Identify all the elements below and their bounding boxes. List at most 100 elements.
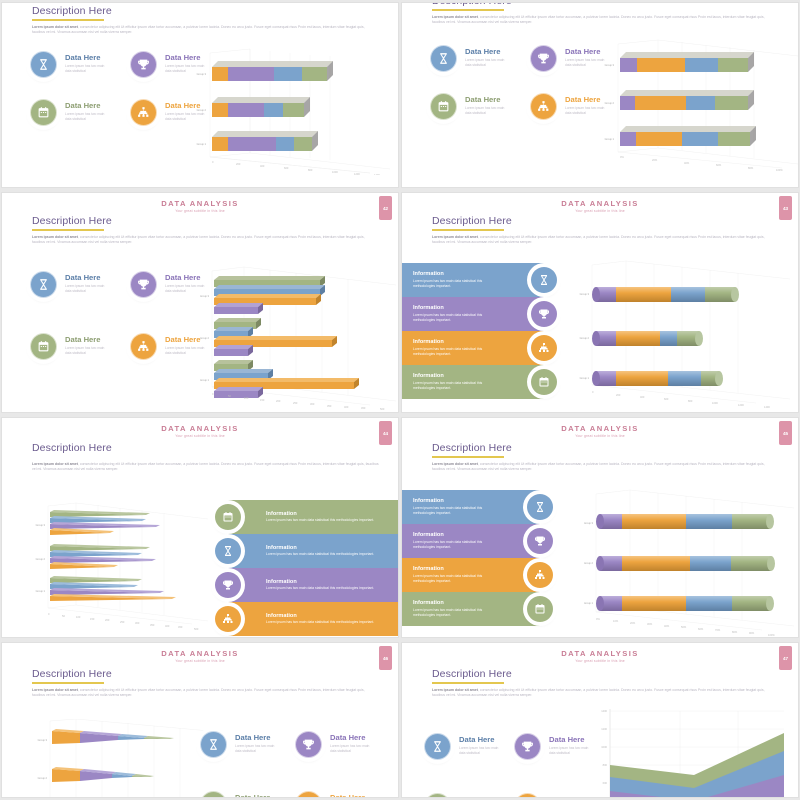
chart-cylinder-3d-43[interactable]: Group 3 Group 2 Group 1	[578, 259, 793, 409]
info-bar[interactable]: Information Lorem ipsum has two main dat…	[402, 263, 557, 297]
slide-45[interactable]: DATA ANALYSIS Your great subtitle in thi…	[402, 418, 798, 637]
svg-text:60%: 60%	[698, 627, 704, 631]
slide-44[interactable]: DATA ANALYSIS Your great subtitle in thi…	[2, 418, 398, 637]
chart-cone-stacked-46[interactable]: Group 3 Group 2 Group 1	[22, 719, 212, 797]
data-item-body: Lorem ipsum has two main data statistica…	[165, 112, 205, 122]
header-title: DATA ANALYSIS	[561, 649, 639, 658]
title-underline	[432, 9, 504, 12]
info-bar-title: Information	[413, 600, 444, 607]
info-bar[interactable]: Information Lorem ipsum has two main dat…	[402, 490, 553, 524]
header-title: DATA ANALYSIS	[161, 649, 239, 658]
info-bar[interactable]: Information Lorem ipsum has two main dat…	[215, 534, 398, 568]
info-bar[interactable]: Information Lorem ipsum has two main dat…	[402, 365, 557, 399]
info-bar[interactable]: Information Lorem ipsum has two main dat…	[402, 592, 553, 626]
svg-text:500: 500	[194, 627, 199, 630]
svg-text:400: 400	[260, 164, 265, 168]
trophy-icon	[531, 301, 557, 327]
title-underline	[32, 229, 104, 232]
info-bar[interactable]: Information Lorem ipsum has two main dat…	[402, 331, 557, 365]
svg-text:0: 0	[592, 390, 594, 394]
svg-text:350: 350	[327, 404, 332, 408]
title-underline	[32, 19, 104, 22]
slide-42[interactable]: DATA ANALYSIS Your great subtitle in thi…	[2, 193, 398, 412]
page-title: Description Here	[32, 442, 112, 454]
body-rest: , consectetur adipiscing elit Ut efficit…	[32, 688, 365, 698]
slide-header: DATA ANALYSIS Your great subtitle in thi…	[2, 649, 398, 663]
data-item-title: Data Here	[565, 95, 601, 104]
hourglass-icon	[30, 51, 57, 78]
slide-43[interactable]: DATA ANALYSIS Your great subtitle in thi…	[402, 193, 798, 412]
svg-text:0: 0	[212, 392, 214, 396]
svg-text:100%: 100%	[776, 168, 783, 171]
info-bar[interactable]: Information Lorem ipsum has two main dat…	[402, 297, 557, 331]
info-bar-title: Information	[413, 532, 444, 539]
chart-cone-3d-44[interactable]: Group 3 Group 2 Group 1	[20, 500, 210, 630]
svg-text:80%: 80%	[732, 630, 738, 634]
trophy-icon	[130, 51, 157, 78]
slide-2[interactable]: Description Here Lorem ipsum dolor sit a…	[402, 3, 798, 187]
info-bar-body: Lorem ipsum has two main data statistica…	[413, 573, 483, 583]
info-bar[interactable]: Information Lorem ipsum has two main dat…	[402, 558, 553, 592]
svg-text:Group 3: Group 3	[38, 738, 48, 742]
chart-cylinder-3d-45[interactable]: Group 3 Group 2 Group 1	[584, 488, 796, 636]
data-item[interactable]: Data Here Lorem ipsum has two main data s…	[130, 99, 230, 147]
data-item-title: Data Here	[65, 273, 101, 282]
svg-text:1400: 1400	[374, 173, 380, 175]
data-item-title: Data Here	[235, 793, 277, 797]
chart-area-47[interactable]: 1400 1200 1000 800 600	[588, 705, 788, 797]
slide-47[interactable]: DATA ANALYSIS Your great subtitle in thi…	[402, 643, 798, 797]
info-bar[interactable]: Information Lorem ipsum has two main dat…	[215, 500, 398, 534]
svg-text:250: 250	[293, 401, 298, 405]
hourglass-icon	[527, 494, 553, 520]
chart-grouped-3d-42[interactable]: Group 3 Group 2 Group 1	[200, 265, 398, 410]
svg-text:400: 400	[640, 395, 645, 399]
info-bar[interactable]: Information Lorem ipsum has two main dat…	[402, 524, 553, 558]
data-item-body: Lorem ipsum has two main data statistica…	[165, 346, 205, 356]
chart-stacked-3d-1[interactable]: Group 3 Group 2 Group 1	[192, 45, 392, 175]
svg-text:Group 3: Group 3	[605, 63, 615, 67]
info-bar[interactable]: Information Lorem ipsum has two main dat…	[215, 568, 398, 602]
data-item-title: Data Here	[165, 101, 201, 110]
svg-text:20%: 20%	[630, 621, 636, 625]
info-bar-body: Lorem ipsum has two main data statistica…	[266, 586, 375, 591]
svg-text:1000: 1000	[601, 745, 607, 749]
page-number-badge: 45	[779, 421, 792, 445]
header-subtitle: Your great subtitle in this line	[175, 434, 225, 438]
hierarchy-icon	[530, 93, 557, 120]
chart-stacked-3d-2[interactable]: Group 3 Group 2 Group 1 0% 20% 40% 6	[600, 36, 798, 171]
y-axis-ticks: 1400 1200 1000 800 600	[601, 709, 607, 785]
hourglass-icon	[200, 731, 227, 758]
svg-text:0: 0	[48, 612, 50, 616]
slide-1[interactable]: Description Here Lorem ipsum dolor sit a…	[2, 3, 398, 187]
info-bar-body: Lorem ipsum has two main data statistica…	[413, 380, 483, 390]
slide-46[interactable]: DATA ANALYSIS Your great subtitle in thi…	[2, 643, 398, 797]
data-item-body: Lorem ipsum has two main data statistica…	[65, 112, 105, 122]
page-title: Description Here	[432, 668, 512, 680]
header-subtitle: Your great subtitle in this line	[575, 659, 625, 663]
svg-text:10%: 10%	[613, 619, 619, 623]
svg-text:250: 250	[120, 620, 125, 624]
info-bar[interactable]: Information Lorem ipsum has two main dat…	[215, 602, 398, 636]
info-bar-body: Lorem ipsum has two main data statistica…	[413, 346, 483, 356]
body-rest: , consectetur adipiscing elit Ut efficit…	[432, 688, 765, 698]
bar-group-2	[214, 318, 337, 356]
